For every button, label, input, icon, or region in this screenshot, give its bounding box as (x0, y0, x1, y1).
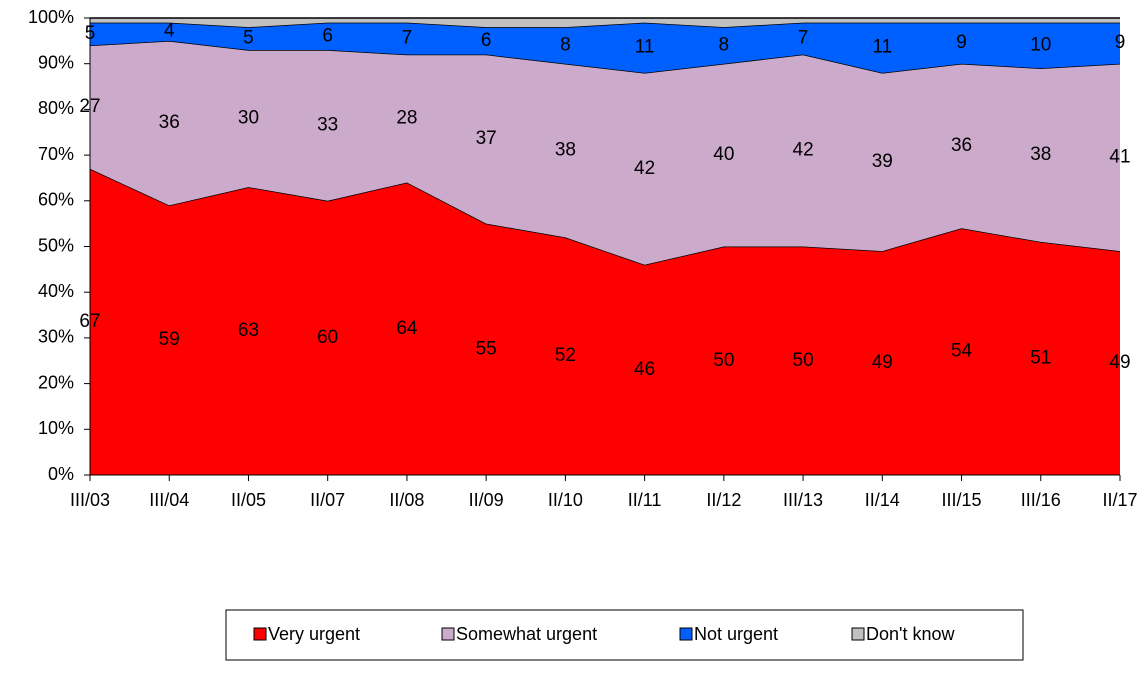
data-label: 10 (1030, 34, 1051, 55)
data-label: 7 (798, 28, 809, 49)
data-label: 4 (164, 21, 175, 42)
y-tick-label: 70% (38, 144, 74, 164)
data-label: 39 (872, 151, 893, 172)
data-label: 59 (159, 329, 180, 350)
y-tick-label: 100% (28, 7, 74, 27)
legend-label: Don't know (866, 624, 955, 644)
data-label: 6 (481, 30, 492, 51)
y-tick-label: 60% (38, 190, 74, 210)
legend-swatch (253, 627, 267, 641)
area (90, 40, 1120, 265)
data-label: 55 (476, 338, 497, 359)
data-label: 11 (635, 37, 655, 58)
area (90, 18, 1120, 28)
data-label: 49 (1109, 352, 1130, 373)
data-label: 52 (555, 345, 576, 366)
data-label: 63 (238, 320, 259, 341)
x-tick-label: II/10 (548, 490, 583, 510)
x-tick-label: II/05 (231, 490, 266, 510)
legend-swatch (679, 627, 693, 641)
x-tick-label: II/09 (469, 490, 504, 510)
x-tick-label: III/04 (149, 490, 189, 510)
data-label: 50 (713, 350, 734, 371)
data-label: 7 (402, 28, 413, 49)
data-label: 11 (872, 37, 892, 58)
y-tick-label: 50% (38, 235, 74, 255)
data-label: 9 (956, 32, 967, 53)
y-tick-label: 10% (38, 418, 74, 438)
data-label: 8 (560, 34, 571, 55)
data-label: 54 (951, 341, 973, 362)
data-label: 37 (476, 128, 497, 149)
y-tick-label: 30% (38, 327, 74, 347)
data-label: 64 (396, 318, 418, 339)
data-label: 8 (719, 34, 730, 55)
data-label: 40 (713, 144, 734, 165)
legend-swatch (851, 627, 865, 641)
y-tick-label: 0% (48, 464, 74, 484)
data-label: 38 (555, 140, 576, 161)
x-tick-label: II/11 (628, 490, 662, 510)
legend: Very urgent Somewhat urgent Not urgent Don'… (225, 609, 1024, 661)
x-tick-label: III/13 (783, 490, 823, 510)
x-tick-label: III/16 (1021, 490, 1061, 510)
data-label: 51 (1030, 347, 1051, 368)
legend-label: Somewhat urgent (456, 624, 597, 644)
data-label: 50 (793, 350, 814, 371)
data-label: 28 (396, 108, 417, 129)
x-tick-label: II/14 (865, 490, 900, 510)
data-label: 38 (1030, 144, 1051, 165)
x-tick-label: II/08 (389, 490, 424, 510)
data-label: 6 (322, 25, 333, 46)
data-label: 49 (872, 352, 893, 373)
legend-box (225, 609, 1024, 661)
data-label: 36 (951, 135, 972, 156)
x-tick-label: II/07 (310, 490, 345, 510)
x-tick-label: III/15 (942, 490, 982, 510)
y-tick-label: 80% (38, 98, 74, 118)
x-tick-label: II/12 (706, 490, 741, 510)
area (90, 22, 1120, 73)
data-label: 42 (793, 140, 814, 161)
area (90, 168, 1120, 475)
legend-swatch (441, 627, 455, 641)
y-tick-label: 20% (38, 372, 74, 392)
data-label: 46 (634, 359, 655, 380)
data-label: 42 (634, 158, 655, 179)
legend-label: Not urgent (694, 624, 778, 644)
data-label: 5 (243, 28, 254, 49)
x-tick-label: III/03 (70, 490, 110, 510)
data-label: 33 (317, 114, 338, 135)
data-label: 41 (1109, 146, 1130, 167)
data-label: 36 (159, 112, 180, 133)
data-label: 30 (238, 108, 259, 129)
x-tick-label: II/17 (1102, 490, 1137, 510)
y-tick-label: 90% (38, 52, 74, 72)
data-label: 60 (317, 327, 338, 348)
legend-label: Very urgent (268, 624, 360, 644)
y-tick-label: 40% (38, 281, 74, 301)
data-label: 9 (1115, 32, 1126, 53)
